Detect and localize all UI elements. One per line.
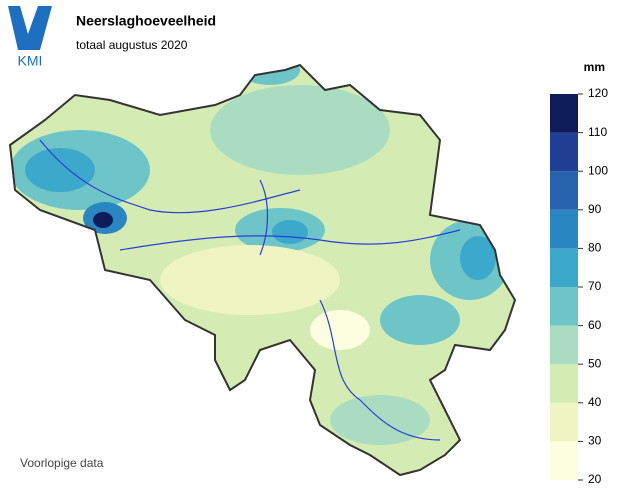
legend-swatch (550, 209, 578, 249)
legend-tick-label: 20 (588, 472, 602, 486)
legend-tick-label: 40 (588, 395, 602, 409)
legend-swatch (550, 402, 578, 442)
legend-swatch (550, 171, 578, 210)
legend-swatch (550, 94, 578, 133)
logo: KMI (8, 6, 52, 69)
logo-text: KMI (18, 53, 43, 69)
map (10, 65, 515, 475)
legend-tick-label: 100 (588, 163, 608, 177)
legend-tick-label: 120 (588, 86, 608, 100)
legend-swatch (550, 132, 578, 172)
legend-swatch (550, 364, 578, 403)
footnote: Voorlopige data (20, 456, 104, 470)
legend-unit: mm (584, 60, 605, 74)
legend-tick-label: 70 (588, 279, 602, 293)
legend-tick-label: 90 (588, 202, 602, 216)
legend: 20 30 40 50 60 70 80 90 100 110 120 (550, 86, 608, 486)
legend-tick-label: 50 (588, 356, 602, 370)
subtitle: totaal augustus 2020 (76, 38, 188, 52)
rivers (39, 139, 461, 441)
title: Neerslaghoeveelheid (76, 13, 216, 29)
legend-tick-label: 30 (588, 434, 602, 448)
legend-tick-label: 60 (588, 318, 602, 332)
legend-tick-label: 110 (588, 125, 607, 139)
legend-swatch (550, 441, 578, 480)
legend-tick-label: 80 (588, 241, 602, 255)
legend-swatch (550, 248, 578, 287)
legend-swatch (550, 287, 578, 326)
legend-swatch (550, 325, 578, 365)
